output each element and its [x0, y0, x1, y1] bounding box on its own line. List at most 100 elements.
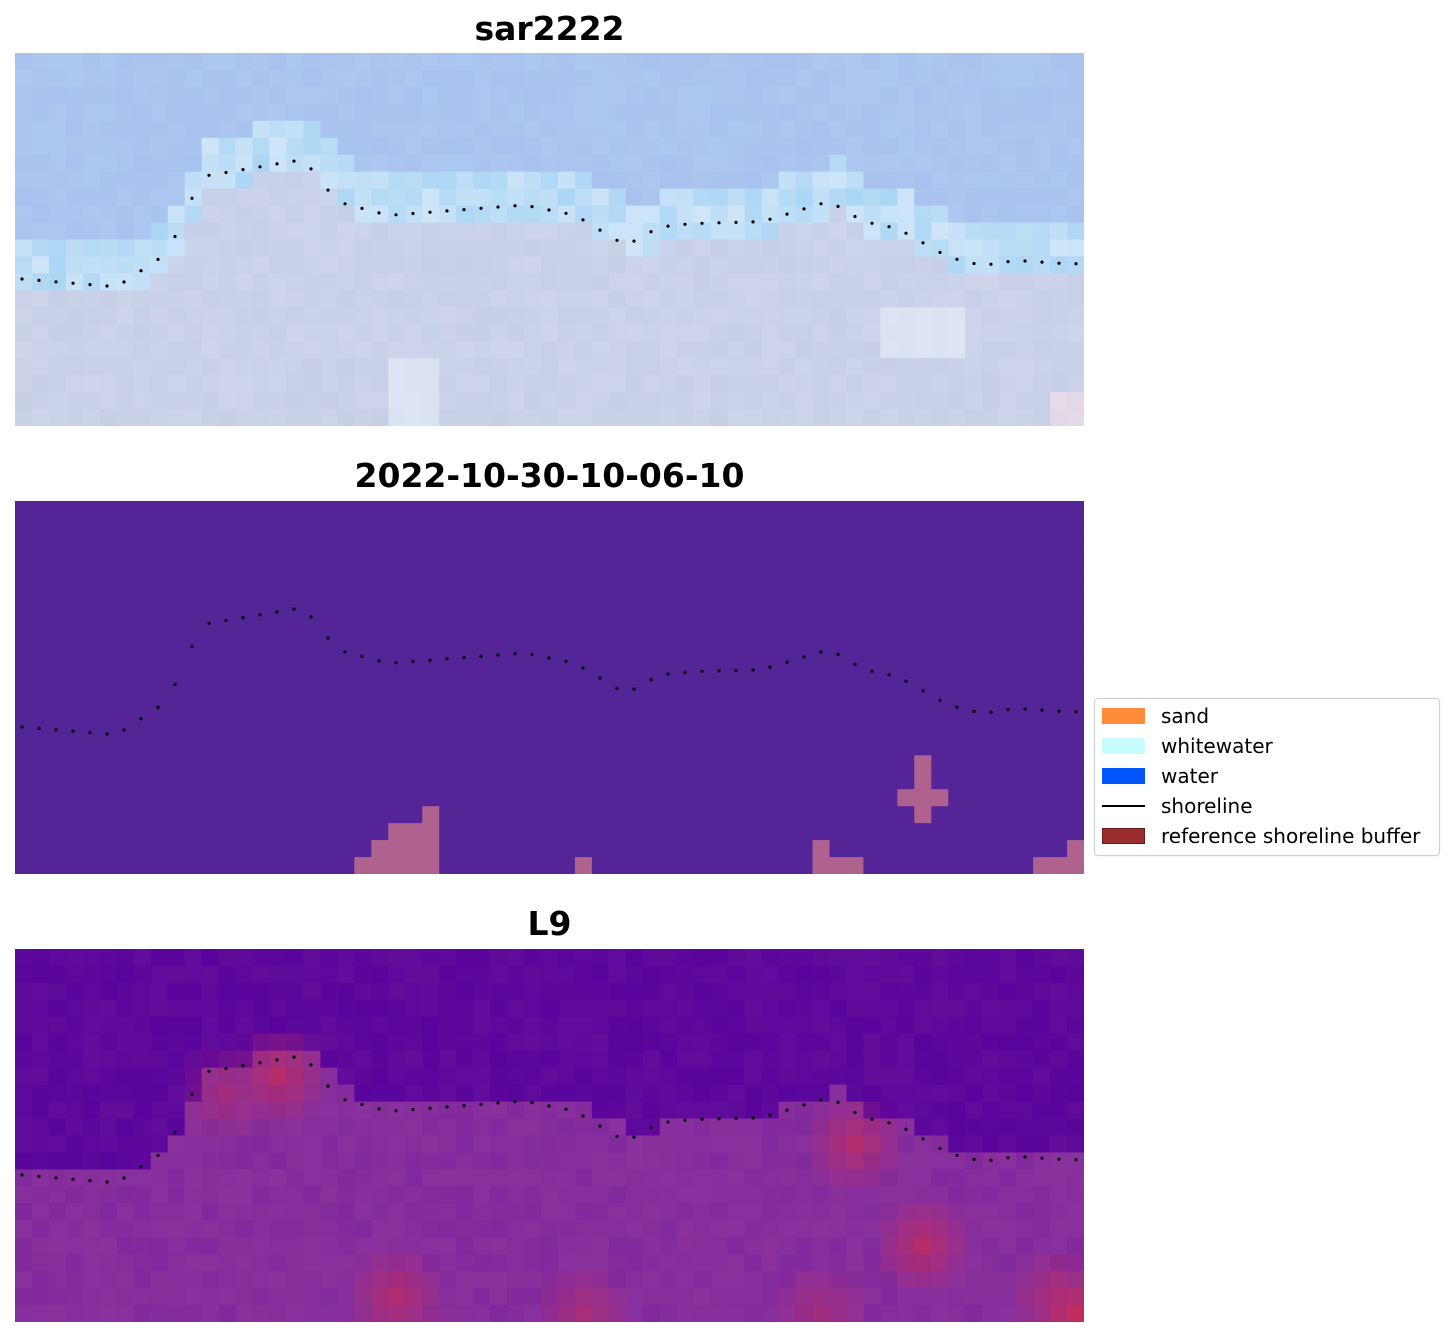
pixel [218, 273, 237, 291]
pixel [931, 670, 949, 689]
pixel [473, 1050, 491, 1069]
pixel [541, 857, 559, 874]
shoreline-dot [207, 1069, 211, 1073]
pixel [320, 1203, 338, 1221]
pixel [507, 857, 525, 874]
pixel [303, 568, 322, 587]
pixel [625, 1305, 644, 1322]
pixel [269, 409, 288, 426]
pixel [914, 982, 932, 1001]
pixel [150, 256, 169, 274]
pixel [541, 358, 559, 376]
pixel [863, 738, 881, 756]
pixel [727, 619, 746, 638]
pixel [965, 1169, 983, 1187]
pixel [948, 205, 966, 224]
pixel [1016, 949, 1034, 967]
pixel [795, 687, 814, 706]
pixel [201, 358, 220, 376]
pixel [1016, 1203, 1034, 1221]
pixel [82, 324, 101, 342]
pixel [371, 1118, 389, 1137]
pixel [863, 772, 881, 790]
pixel [456, 949, 474, 967]
pixel [625, 568, 644, 587]
pixel [320, 551, 338, 570]
pixel [371, 653, 389, 672]
pixel [337, 1288, 355, 1306]
pixel [1016, 755, 1034, 773]
pixel [82, 789, 101, 807]
pixel [931, 103, 949, 122]
pixel [422, 103, 440, 122]
pixel [931, 1220, 949, 1238]
pixel [982, 1186, 1000, 1204]
pixel [812, 120, 831, 139]
pixel [1016, 619, 1034, 638]
pixel [507, 1135, 525, 1154]
pixel [65, 551, 84, 570]
pixel [1016, 551, 1034, 570]
pixel [999, 687, 1017, 706]
pixel [1067, 1203, 1084, 1221]
pixel [524, 273, 542, 291]
pixel [880, 1305, 898, 1322]
pixel [829, 392, 848, 410]
pixel [1016, 965, 1034, 984]
pixel [48, 585, 67, 604]
pixel [1016, 1084, 1034, 1103]
pixel [710, 1084, 729, 1103]
shoreline-dot [173, 234, 177, 239]
pixel [829, 120, 848, 139]
pixel [931, 1016, 949, 1035]
pixel [625, 619, 644, 638]
pixel [914, 568, 932, 587]
pixel [31, 341, 50, 359]
pixel [456, 1220, 474, 1238]
pixel [65, 205, 84, 224]
pixel [608, 1101, 627, 1120]
pixel [473, 1033, 491, 1052]
pixel [133, 982, 152, 1001]
pixel [744, 222, 763, 241]
pixel [812, 205, 831, 224]
pixel [625, 585, 644, 604]
pixel [167, 551, 186, 570]
pixel [269, 619, 288, 638]
pixel [642, 239, 661, 258]
pixel [541, 1084, 559, 1103]
pixel [999, 409, 1017, 426]
pixel [405, 738, 423, 756]
pixel [99, 1203, 118, 1221]
pixel [388, 1016, 406, 1035]
pixel [557, 982, 576, 1001]
pixel [371, 857, 389, 874]
pixel [167, 806, 186, 824]
pixel [693, 222, 712, 241]
pixel [354, 1033, 372, 1052]
shoreline-dot [1074, 1158, 1078, 1162]
pixel [710, 273, 729, 291]
pixel [439, 823, 457, 841]
pixel [727, 1271, 746, 1289]
pixel [999, 551, 1017, 570]
pixel [133, 602, 152, 621]
pixel [473, 949, 491, 967]
pixel [625, 1169, 644, 1187]
pixel [982, 290, 1000, 308]
pixel [150, 375, 169, 393]
pixel [337, 171, 355, 190]
pixel [1050, 1101, 1068, 1120]
pixel [524, 704, 542, 722]
pixel [286, 1220, 305, 1238]
pixel [303, 120, 322, 139]
pixel [405, 1169, 423, 1187]
pixel [286, 171, 305, 190]
pixel [1067, 755, 1084, 773]
pixel [65, 534, 84, 553]
pixel [184, 1305, 203, 1322]
pixel [574, 1033, 593, 1052]
pixel [15, 1203, 33, 1221]
pixel [541, 806, 559, 824]
pixel [812, 1254, 831, 1272]
